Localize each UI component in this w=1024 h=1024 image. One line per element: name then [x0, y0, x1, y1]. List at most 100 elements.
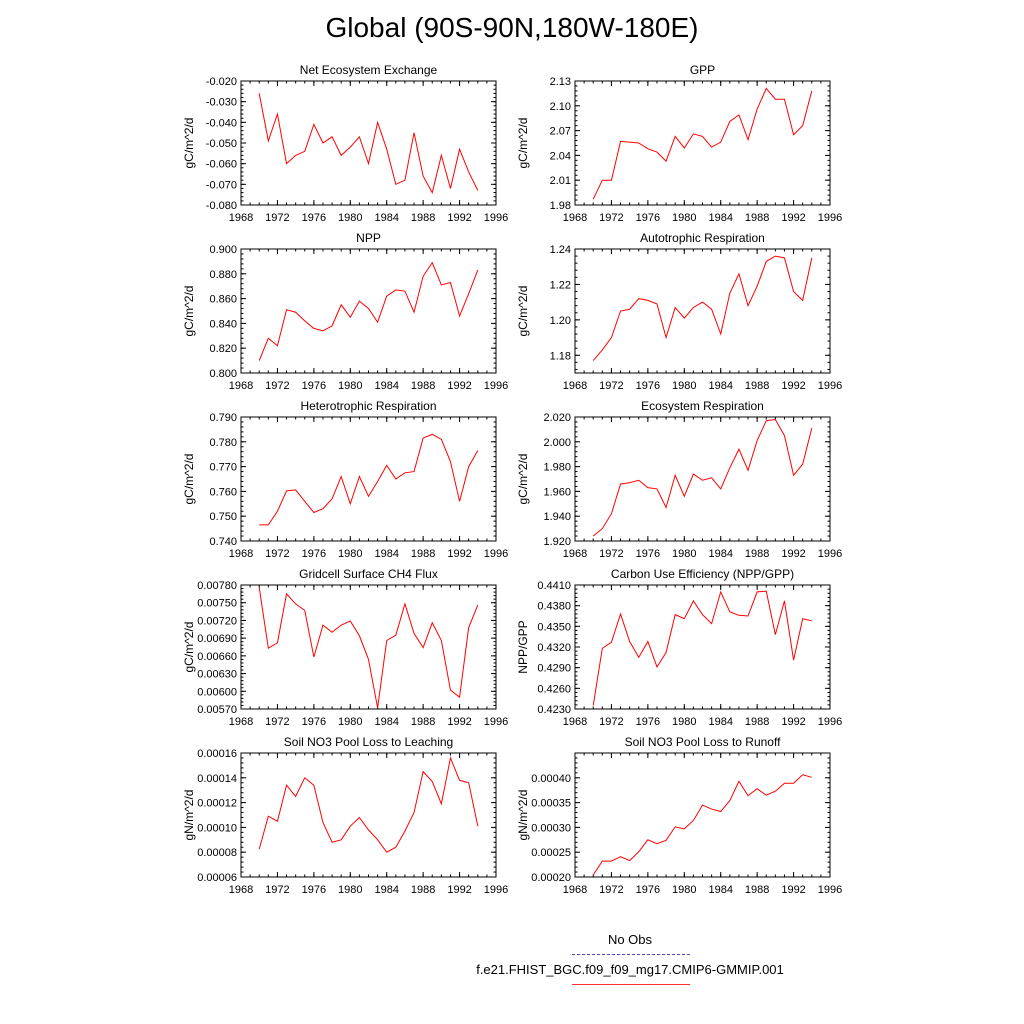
- x-tick-label: 1980: [338, 884, 362, 896]
- x-tick-label: 1992: [781, 884, 805, 896]
- data-point: [729, 467, 731, 469]
- data-point: [647, 487, 649, 489]
- data-point: [683, 828, 685, 830]
- data-point: [711, 808, 713, 810]
- chart-title: Heterotrophic Respiration: [300, 399, 436, 413]
- chart-title: Carbon Use Efficiency (NPP/GPP): [611, 567, 794, 581]
- data-point: [793, 291, 795, 293]
- x-tick-label: 1996: [818, 716, 842, 728]
- data-point: [331, 325, 333, 327]
- data-point: [295, 489, 297, 491]
- data-point: [756, 285, 758, 287]
- data-point: [377, 321, 379, 323]
- data-point: [395, 634, 397, 636]
- y-tick-label: 0.780: [209, 437, 237, 449]
- x-tick-label: 1984: [708, 884, 732, 896]
- x-tick-label: 1984: [374, 884, 398, 896]
- y-tick-label: 0.790: [209, 412, 237, 424]
- series-line: [592, 418, 813, 537]
- y-tick-label: -0.070: [206, 179, 237, 191]
- data-point: [784, 435, 786, 437]
- series-line: [258, 261, 479, 361]
- x-tick-label: 1980: [672, 212, 696, 224]
- data-point: [629, 308, 631, 310]
- data-point: [431, 192, 433, 194]
- y-tick-label: 2.07: [550, 126, 571, 138]
- data-point: [647, 641, 649, 643]
- data-point: [431, 262, 433, 264]
- panel-4: Heterotrophic Respiration gC/m^2/d 1968 197…: [182, 399, 508, 560]
- x-tick-label: 1988: [745, 884, 769, 896]
- data-point: [729, 611, 731, 613]
- data-point: [277, 113, 279, 115]
- data-point: [693, 133, 695, 135]
- data-point: [441, 640, 443, 642]
- y-tick-label: 0.900: [209, 244, 237, 256]
- x-tick-label: 1996: [818, 380, 842, 392]
- data-point: [422, 647, 424, 649]
- series-line: [258, 756, 479, 853]
- data-point: [450, 757, 452, 759]
- data-point: [656, 666, 658, 668]
- x-tick-label: 1980: [338, 380, 362, 392]
- x-tick-label: 1996: [484, 380, 508, 392]
- data-point: [468, 782, 470, 784]
- data-point: [386, 465, 388, 467]
- data-point: [683, 147, 685, 149]
- x-tick-label: 1988: [411, 548, 435, 560]
- data-point: [674, 307, 676, 309]
- data-point: [756, 108, 758, 110]
- data-point: [775, 98, 777, 100]
- legend-run-line: [572, 984, 690, 985]
- data-point: [811, 427, 813, 429]
- y-tick-label: 0.4410: [537, 580, 571, 592]
- data-point: [431, 434, 433, 436]
- data-point: [711, 623, 713, 625]
- x-tick-label: 1992: [781, 548, 805, 560]
- y-tick-label: 0.00630: [197, 669, 237, 681]
- data-point: [784, 98, 786, 100]
- data-point: [322, 508, 324, 510]
- y-tick-label: 0.4230: [537, 704, 571, 716]
- y-tick-label: 1.24: [550, 244, 571, 256]
- y-tick-label: 1.980: [543, 462, 571, 474]
- series-line: [259, 433, 479, 526]
- y-tick-label: 0.4350: [537, 621, 571, 633]
- data-point: [459, 315, 461, 317]
- x-tick-label: 1972: [265, 884, 289, 896]
- data-point: [747, 470, 749, 472]
- chart-title: GPP: [690, 63, 715, 77]
- data-point: [629, 860, 631, 862]
- data-point: [802, 774, 804, 776]
- data-point: [811, 257, 813, 259]
- x-tick-label: 1968: [563, 716, 587, 728]
- data-point: [702, 136, 704, 138]
- data-point: [295, 603, 297, 605]
- data-point: [359, 300, 361, 302]
- data-point: [386, 295, 388, 297]
- data-point: [756, 788, 758, 790]
- y-tick-label: 2.01: [550, 175, 571, 187]
- data-point: [377, 707, 379, 709]
- x-tick-label: 1980: [672, 716, 696, 728]
- y-tick-label: 0.840: [209, 318, 237, 330]
- data-point: [602, 860, 604, 862]
- data-point: [611, 179, 613, 181]
- y-tick-label: 0.00720: [197, 615, 237, 627]
- data-point: [592, 874, 594, 876]
- data-point: [404, 290, 406, 292]
- data-point: [395, 289, 397, 291]
- x-tick-label: 1984: [708, 380, 732, 392]
- data-point: [765, 88, 767, 90]
- x-tick-label: 1968: [563, 884, 587, 896]
- data-point: [775, 255, 777, 257]
- x-tick-label: 1968: [229, 716, 253, 728]
- data-point: [268, 337, 270, 339]
- x-tick-label: 1992: [447, 380, 471, 392]
- data-point: [313, 656, 315, 658]
- x-tick-label: 1972: [599, 548, 623, 560]
- x-tick-label: 1988: [411, 380, 435, 392]
- x-tick-label: 1984: [374, 380, 398, 392]
- data-point: [775, 790, 777, 792]
- data-point: [331, 498, 333, 500]
